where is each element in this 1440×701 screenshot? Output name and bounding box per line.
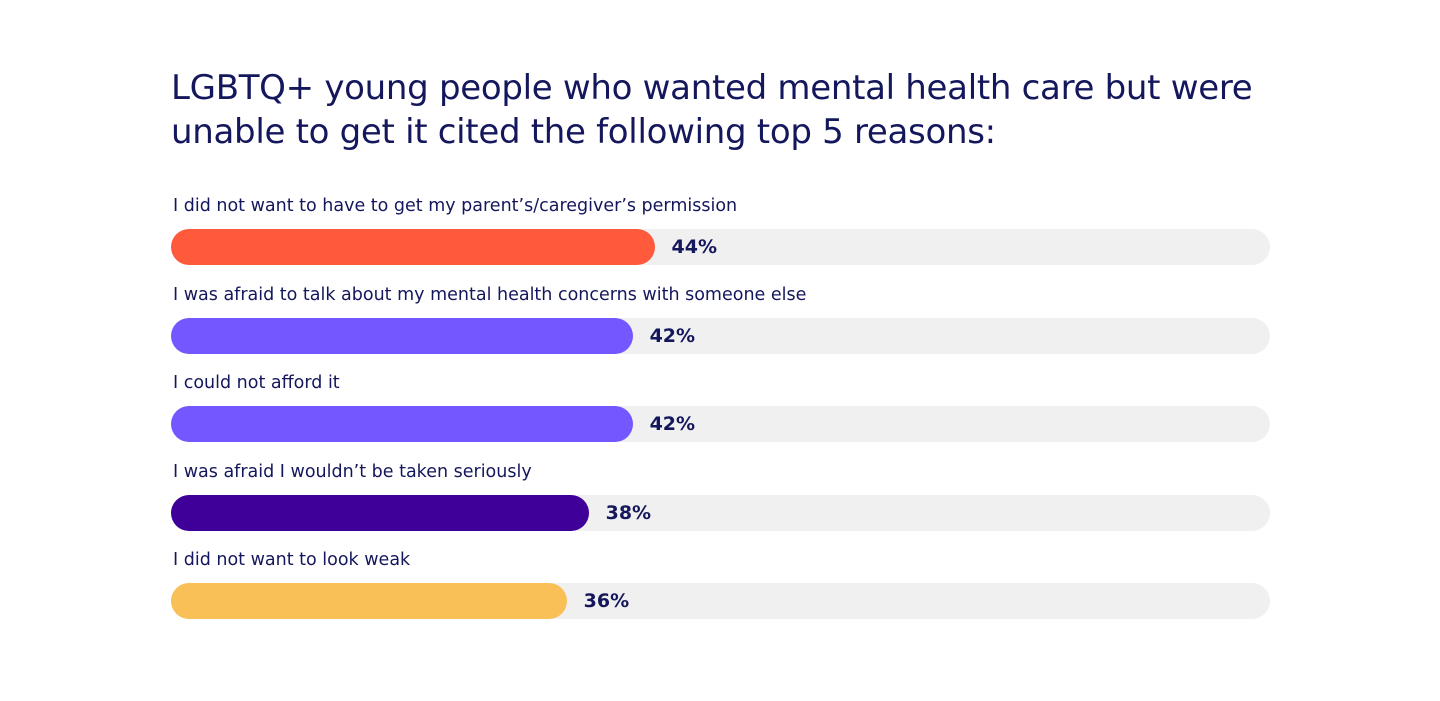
bar <box>171 494 589 531</box>
bar <box>171 229 655 265</box>
bar-row: I could not afford it 42% <box>171 371 1270 460</box>
bar <box>171 583 567 619</box>
bar-track: 42% <box>171 317 1270 354</box>
bar-track: 42% <box>171 406 1270 442</box>
bar-row: I did not want to look weak 36% <box>171 548 1270 637</box>
chart-title: LGBTQ+ young people who wanted mental he… <box>171 68 1253 152</box>
bar-row: I was afraid I wouldn’t be taken serious… <box>171 460 1270 549</box>
category-label: I did not want to look weak <box>173 550 411 570</box>
value-label: 42% <box>649 413 696 435</box>
category-label: I was afraid I wouldn’t be taken serious… <box>173 461 532 482</box>
bar-row: I was afraid to talk about my mental hea… <box>171 283 1270 372</box>
value-label: 36% <box>583 590 630 612</box>
bar <box>171 317 633 354</box>
value-label: 38% <box>605 501 652 524</box>
bar <box>171 406 633 442</box>
value-label: 44% <box>671 236 718 258</box>
value-label: 42% <box>649 324 696 347</box>
category-label: I did not want to have to get my parent’… <box>173 196 738 216</box>
bar-track: 38% <box>171 494 1270 531</box>
bar-track: 36% <box>171 583 1270 619</box>
bar-row: I did not want to have to get my parent’… <box>171 194 1270 283</box>
bar-track: 44% <box>171 229 1270 265</box>
chart: LGBTQ+ young people who wanted mental he… <box>171 66 1270 619</box>
bar-rows: I did not want to have to get my parent’… <box>171 194 1270 637</box>
category-label: I could not afford it <box>173 373 340 393</box>
category-label: I was afraid to talk about my mental hea… <box>173 284 807 305</box>
